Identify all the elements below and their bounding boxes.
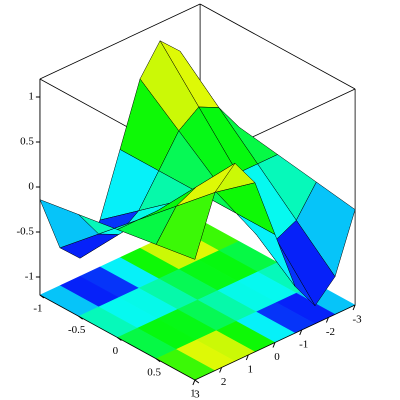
z-tick-label: 1 xyxy=(28,91,34,103)
x-tick xyxy=(117,337,122,341)
axis-line xyxy=(39,294,196,381)
x-tick-label: 0.5 xyxy=(147,366,161,378)
y-tick xyxy=(272,342,276,348)
y-tick-label: -1 xyxy=(299,339,308,351)
y-tick-label: -3 xyxy=(353,314,363,326)
box-edge xyxy=(199,3,356,90)
y-tick xyxy=(219,367,223,373)
y-tick-label: 1 xyxy=(248,364,254,376)
x-tick xyxy=(78,315,83,320)
z-tick-label: -0.5 xyxy=(16,226,34,238)
y-tick-label: 3 xyxy=(194,389,200,400)
x-tick xyxy=(155,358,161,363)
x-tick xyxy=(194,379,200,384)
y-tick xyxy=(192,379,196,386)
y-tick-label: -2 xyxy=(326,326,335,338)
z-tick-label: -1 xyxy=(25,271,34,283)
y-tick xyxy=(245,354,249,361)
y-tick-label: 0 xyxy=(274,351,280,363)
x-tick-label: 1 xyxy=(190,388,196,400)
z-tick-label: 0.5 xyxy=(20,136,34,148)
x-tick-label: 0 xyxy=(113,345,119,357)
box-edge xyxy=(39,3,201,80)
x-tick xyxy=(39,294,45,299)
y-tick-label: 2 xyxy=(221,376,227,388)
x-tick-label: -1 xyxy=(33,303,42,315)
x-tick-label: -0.5 xyxy=(68,324,86,336)
y-tick xyxy=(299,329,303,336)
surface-patch xyxy=(155,192,216,260)
y-tick xyxy=(352,304,356,311)
z-tick-label: 0 xyxy=(28,181,34,193)
y-tick xyxy=(325,317,329,323)
